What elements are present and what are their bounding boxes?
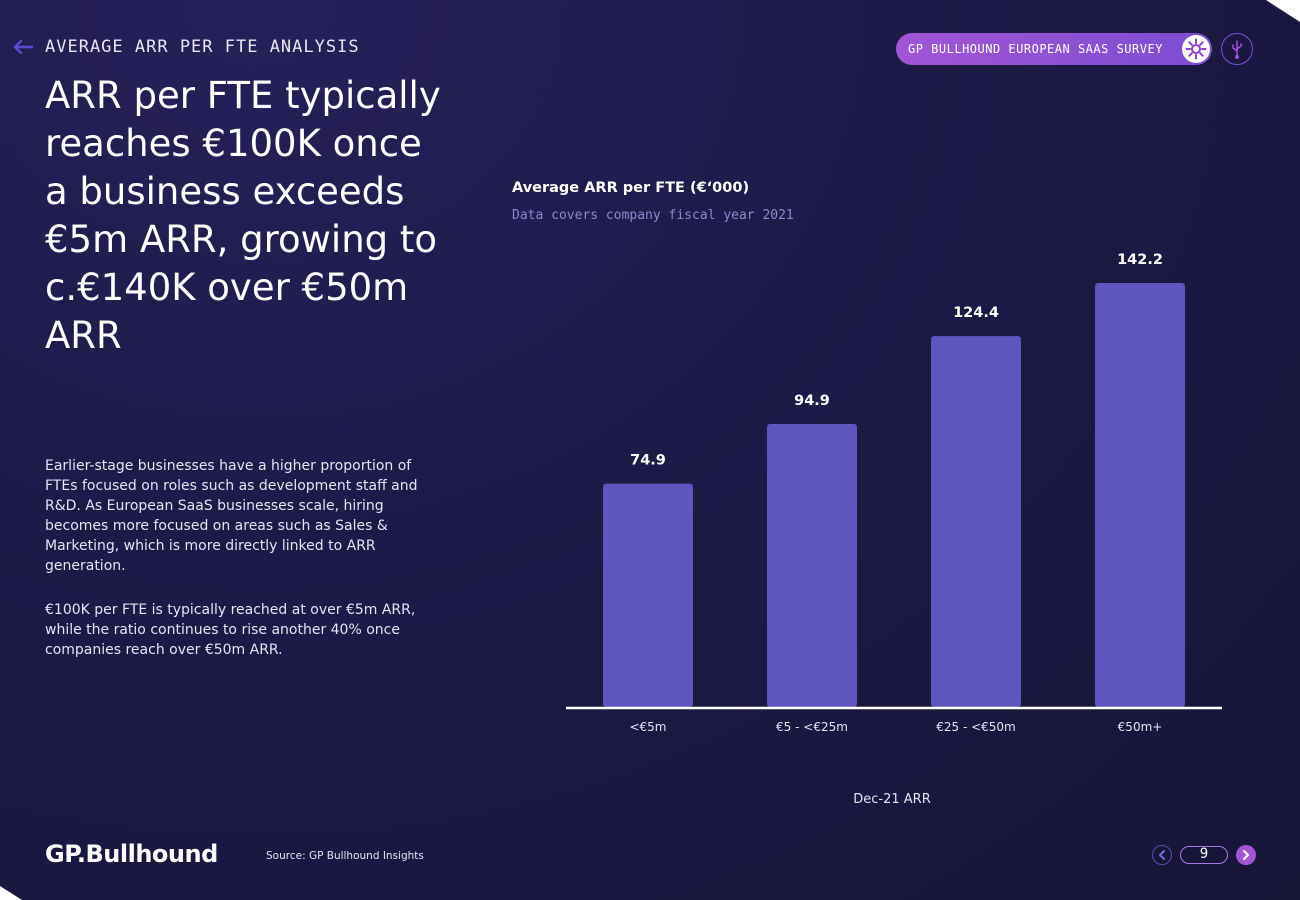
survey-emblem-icon <box>1182 35 1210 63</box>
headline: ARR per FTE typically reaches €100K once… <box>45 74 441 357</box>
section-label: AVERAGE ARR PER FTE ANALYSIS <box>45 37 360 57</box>
usb-icon <box>1232 40 1242 59</box>
bar <box>767 424 857 707</box>
x-tick-label: €5 - <€25m <box>776 720 848 734</box>
data-label: 142.2 <box>1117 252 1163 268</box>
data-label: 124.4 <box>953 305 999 321</box>
x-tick-label: €50m+ <box>1118 720 1163 734</box>
x-axis-title: Dec-21 ARR <box>853 792 930 807</box>
next-page-button[interactable] <box>1236 845 1256 865</box>
bar <box>931 336 1021 707</box>
body-paragraph: €100K per FTE is typically reached at ov… <box>45 602 416 658</box>
usb-download-button[interactable] <box>1221 33 1253 65</box>
page-corner <box>0 886 22 900</box>
chevron-right-icon <box>1243 850 1249 860</box>
chart-title: Average ARR per FTE (€‘000) <box>512 180 750 196</box>
pagination: 9 <box>1152 845 1256 865</box>
data-label: 74.9 <box>630 453 666 469</box>
bar <box>1095 283 1185 707</box>
data-label: 94.9 <box>794 393 830 409</box>
chart-subtitle: Data covers company fiscal year 2021 <box>512 208 794 223</box>
x-tick-label: €25 - <€50m <box>936 720 1016 734</box>
source-note: Source: GP Bullhound Insights <box>266 850 424 862</box>
company-logo: GP.Bullhound <box>45 840 218 868</box>
survey-link-label: GP BULLHOUND EUROPEAN SAAS SURVEY <box>908 42 1163 56</box>
x-tick-label: <€5m <box>629 720 666 734</box>
bar <box>603 483 693 707</box>
top-bar: AVERAGE ARR PER FTE ANALYSIS <box>12 36 360 58</box>
page-number: 9 <box>1180 846 1228 864</box>
previous-page-button[interactable] <box>1152 845 1172 865</box>
survey-link-button[interactable]: GP BULLHOUND EUROPEAN SAAS SURVEY <box>896 33 1212 65</box>
body-paragraph: Earlier-stage businesses have a higher p… <box>45 458 418 574</box>
chevron-left-icon <box>1159 850 1165 860</box>
back-arrow-icon[interactable] <box>12 36 34 58</box>
page-corner <box>1266 0 1300 22</box>
